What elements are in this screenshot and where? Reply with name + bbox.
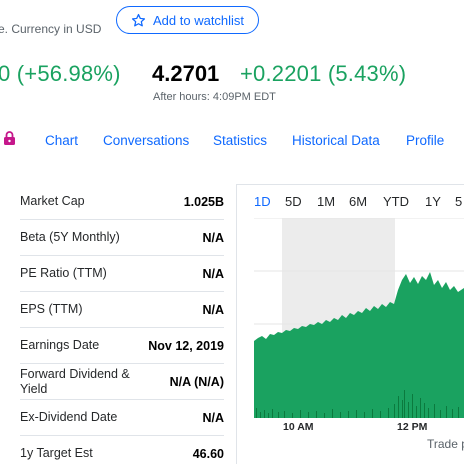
tab-conversations[interactable]: Conversations bbox=[103, 133, 190, 148]
stat-value: N/A (N/A) bbox=[169, 374, 224, 389]
lock-icon bbox=[4, 131, 15, 145]
stat-row-earnings-date: Earnings Date Nov 12, 2019 bbox=[20, 328, 224, 364]
tab-historical-data[interactable]: Historical Data bbox=[292, 133, 380, 148]
stat-label: 1y Target Est bbox=[20, 446, 93, 460]
trade-prices-note: Trade p bbox=[427, 437, 464, 451]
star-icon bbox=[131, 13, 146, 26]
stat-value: 46.60 bbox=[192, 446, 224, 461]
stat-row-ex-dividend-date: Ex-Dividend Date N/A bbox=[20, 400, 224, 436]
stat-row-dividend-yield: Forward Dividend & Yield N/A (N/A) bbox=[20, 364, 224, 400]
time-label-12pm: 12 PM bbox=[397, 421, 428, 433]
stat-label: Market Cap bbox=[20, 194, 85, 208]
after-hours-label: After hours: 4:09PM EDT bbox=[153, 91, 276, 103]
stat-row-market-cap: Market Cap 1.025B bbox=[20, 184, 224, 220]
stat-label: PE Ratio (TTM) bbox=[20, 266, 107, 280]
range-5y[interactable]: 5 bbox=[455, 194, 463, 209]
stat-value: N/A bbox=[202, 302, 224, 317]
stat-label: Ex-Dividend Date bbox=[20, 410, 118, 424]
stat-row-pe-ratio: PE Ratio (TTM) N/A bbox=[20, 256, 224, 292]
stat-row-eps: EPS (TTM) N/A bbox=[20, 292, 224, 328]
stat-row-beta: Beta (5Y Monthly) N/A bbox=[20, 220, 224, 256]
range-1m[interactable]: 1M bbox=[317, 194, 336, 209]
summary-stats-table: Market Cap 1.025B Beta (5Y Monthly) N/A … bbox=[20, 184, 224, 464]
add-to-watchlist-button[interactable]: Add to watchlist bbox=[116, 6, 259, 34]
range-5d[interactable]: 5D bbox=[285, 194, 302, 209]
stat-value: N/A bbox=[202, 266, 224, 281]
stat-value: N/A bbox=[202, 410, 224, 425]
stat-label: EPS (TTM) bbox=[20, 302, 83, 316]
tab-chart[interactable]: Chart bbox=[45, 133, 79, 148]
stat-label: Beta (5Y Monthly) bbox=[20, 230, 120, 244]
volume-bars bbox=[256, 390, 459, 418]
time-label-10am: 10 AM bbox=[283, 421, 314, 433]
range-6m[interactable]: 6M bbox=[349, 194, 368, 209]
stat-value: 1.025B bbox=[183, 194, 224, 209]
regular-change: 0 (+56.98%) bbox=[0, 61, 121, 86]
watchlist-label: Add to watchlist bbox=[153, 12, 245, 28]
currency-note: e. Currency in USD bbox=[0, 22, 102, 36]
stat-value: Nov 12, 2019 bbox=[148, 338, 224, 353]
price-area bbox=[254, 272, 464, 418]
stat-label: Earnings Date bbox=[20, 338, 100, 352]
range-1d[interactable]: 1D bbox=[254, 194, 271, 209]
price-chart[interactable] bbox=[254, 218, 464, 418]
chart-panel bbox=[236, 184, 464, 464]
range-ytd[interactable]: YTD bbox=[383, 194, 409, 209]
stat-label: Forward Dividend & Yield bbox=[20, 366, 130, 396]
tab-statistics[interactable]: Statistics bbox=[213, 133, 268, 148]
range-1y[interactable]: 1Y bbox=[425, 194, 441, 209]
after-hours-price: 4.2701 bbox=[152, 61, 220, 86]
tab-profile[interactable]: Profile bbox=[406, 133, 445, 148]
after-hours-change: +0.2201 (5.43%) bbox=[240, 61, 407, 86]
stat-value: N/A bbox=[202, 230, 224, 245]
stat-row-target-est: 1y Target Est 46.60 bbox=[20, 436, 224, 464]
